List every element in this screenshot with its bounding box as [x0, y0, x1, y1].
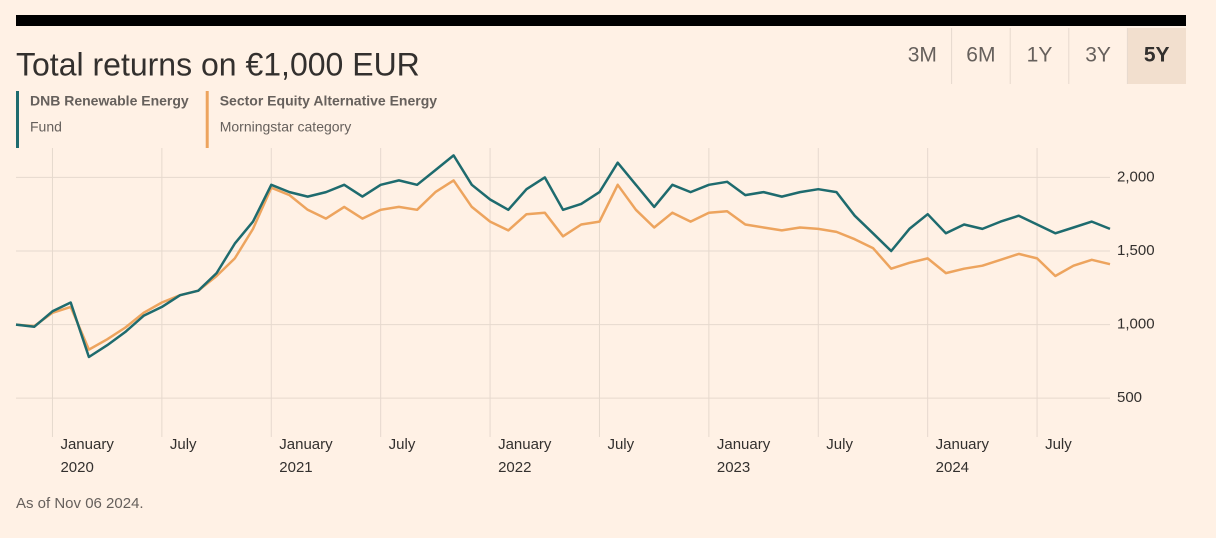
range-button[interactable]: [1068, 28, 1128, 84]
range-button[interactable]: [951, 28, 1011, 84]
x-tick-sublabel: 2021: [279, 459, 312, 476]
y-tick-label: 500: [1117, 389, 1142, 406]
y-tick-label: 2,000: [1117, 168, 1155, 185]
range-button[interactable]: [1010, 28, 1069, 84]
x-tick-label: January: [498, 436, 552, 453]
range-button[interactable]: [1127, 28, 1186, 84]
x-tick-label: January: [279, 436, 333, 453]
x-tick-label: July: [170, 436, 197, 453]
y-tick-label: 1,000: [1117, 316, 1155, 333]
x-tick-sublabel: 2024: [936, 459, 969, 476]
x-tick-sublabel: 2023: [717, 459, 750, 476]
x-tick-label: July: [826, 436, 853, 453]
x-tick-label: January: [936, 436, 990, 453]
legend-swatch: [16, 91, 19, 148]
x-tick-label: July: [607, 436, 634, 453]
legend-swatch: [205, 91, 209, 148]
range-label[interactable]: 6M: [966, 44, 995, 67]
top-rule: [16, 15, 1186, 26]
range-label[interactable]: 3Y: [1085, 44, 1111, 67]
series-line: [15, 154, 1111, 359]
x-tick-sublabel: 2020: [60, 459, 93, 476]
x-tick-label: January: [717, 436, 771, 453]
x-tick-label: July: [389, 436, 416, 453]
legend-subtitle: Morningstar category: [220, 119, 352, 135]
range-label[interactable]: 1Y: [1027, 44, 1053, 67]
legend-name: DNB Renewable Energy: [30, 93, 189, 109]
x-tick-label: January: [60, 436, 114, 453]
footnote: As of Nov 06 2024.: [16, 495, 144, 512]
legend-name: Sector Equity Alternative Energy: [220, 93, 438, 109]
legend-subtitle: Fund: [30, 119, 62, 135]
y-tick-label: 1,500: [1117, 242, 1155, 259]
range-button[interactable]: [893, 28, 952, 84]
range-label[interactable]: 5Y: [1144, 44, 1170, 67]
chart-title: Total returns on €1,000 EUR: [16, 46, 420, 82]
x-tick-sublabel: 2022: [498, 459, 531, 476]
x-tick-label: July: [1045, 436, 1072, 453]
range-label[interactable]: 3M: [908, 44, 937, 67]
